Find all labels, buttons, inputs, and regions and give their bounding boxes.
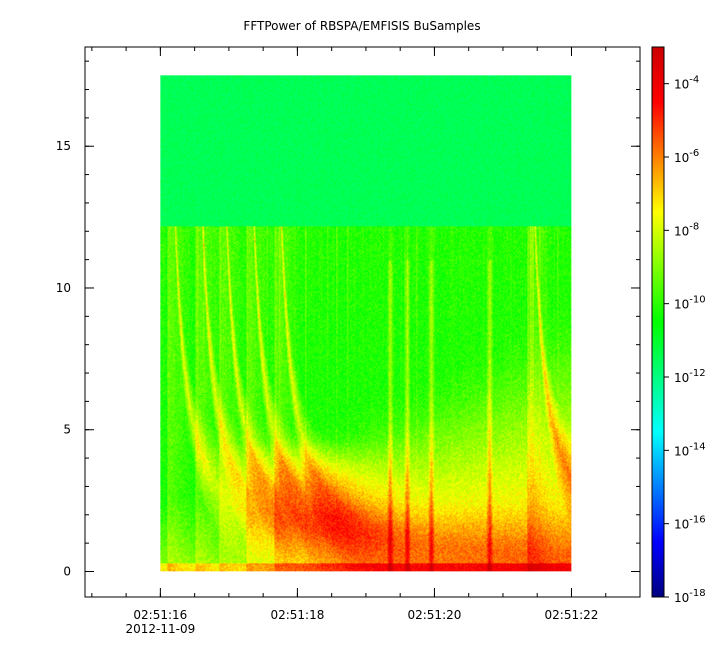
x-tick-label: 02:51:20 — [407, 608, 461, 622]
colorbar-tick-exponent: -8 — [689, 221, 699, 232]
colorbar-tick-label: 10-14 — [674, 441, 706, 458]
y-axis: 0 5 10 15 — [56, 60, 640, 578]
colorbar-tick-base: 10 — [674, 151, 689, 165]
colorbar-tick-exponent: -12 — [689, 368, 705, 379]
y-tick-label: 0 — [63, 564, 71, 578]
y-tick-label: 10 — [56, 281, 71, 295]
colorbar-tick-label: 10-12 — [674, 368, 706, 385]
colorbar-tick-label: 10-4 — [674, 75, 699, 92]
colorbar-scale — [651, 46, 665, 598]
colorbar-tick-exponent: -18 — [689, 588, 705, 599]
colorbar-tick-exponent: -14 — [689, 441, 705, 452]
y-tick-label: 5 — [63, 423, 71, 437]
x-tick-label: 02:51:18 — [270, 608, 324, 622]
colorbar-tick-exponent: -16 — [689, 515, 705, 526]
colorbar-tick-label: 10-18 — [674, 588, 706, 605]
y-tick-label: 15 — [56, 139, 71, 153]
colorbar-tick-base: 10 — [674, 224, 689, 238]
colorbar-tick-base: 10 — [674, 298, 689, 312]
colorbar-tick-label: 10-10 — [674, 295, 706, 312]
colorbar-tick-exponent: -4 — [689, 75, 699, 86]
colorbar-tick-exponent: -10 — [689, 295, 705, 306]
x-tick-date-label: 2012-11-09 — [125, 622, 195, 636]
colorbar-tick-base: 10 — [674, 591, 689, 605]
colorbar-tick-label: 10-6 — [674, 148, 699, 165]
spectrogram-image — [160, 75, 572, 572]
colorbar-tick-base: 10 — [674, 78, 689, 92]
colorbar-tick-label: 10-8 — [674, 221, 699, 238]
colorbar-tick-label: 10-16 — [674, 515, 706, 532]
x-tick-label: 02:51:16 — [133, 608, 187, 622]
x-tick-label: 02:51:22 — [545, 608, 599, 622]
colorbar-tick-base: 10 — [674, 444, 689, 458]
chart-title: FFTPower of RBSPA/EMFISIS BuSamples — [243, 19, 480, 33]
colorbar-tick-exponent: -6 — [689, 148, 699, 159]
colorbar-tick-base: 10 — [674, 371, 689, 385]
spectrogram-raster — [160, 75, 572, 572]
colorbar-tick-base: 10 — [674, 518, 689, 532]
